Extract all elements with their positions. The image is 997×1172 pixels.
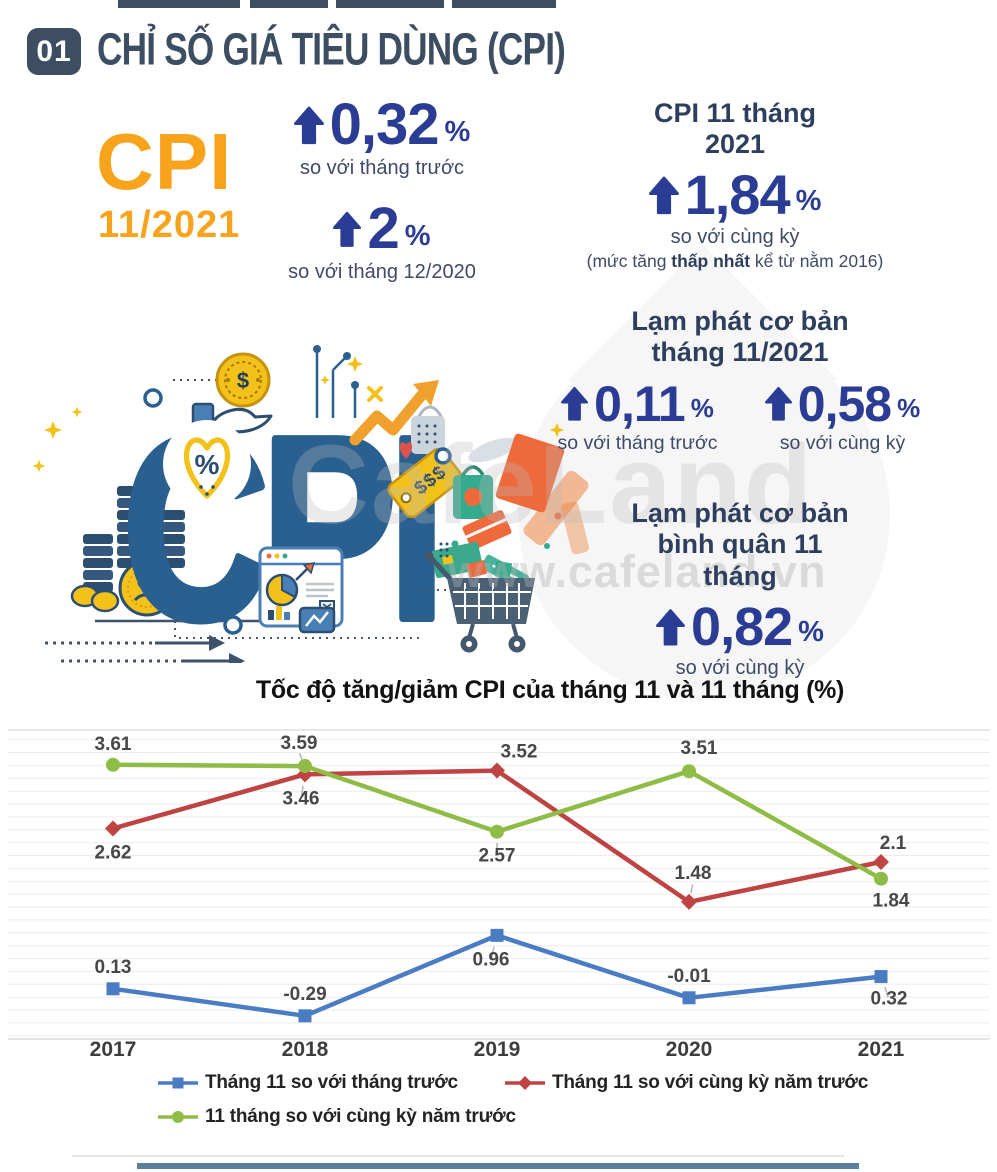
stat-cpi-11m-caption: so với cùng kỳ [670,225,800,248]
svg-text:2.62: 2.62 [95,843,132,864]
up-arrow-icon [648,176,679,214]
shopping-bag-icon [453,465,493,519]
growth-arrow-icon [349,380,439,446]
stat-core-month-mom-caption: so với tháng trước [557,431,718,454]
section-title: CHỈ SỐ GIÁ TIÊU DÙNG (CPI) [97,24,566,75]
section-divider-bar [137,1163,859,1169]
price-tag-icon: $$$ [387,447,463,519]
cpi-period: 11/2021 [98,204,241,246]
stat-vs-dec-value: 2 [367,196,399,261]
up-arrow-icon [656,609,686,646]
svg-text:2019: 2019 [474,1038,521,1061]
legend-item-yoy-11m: 11 tháng so với cùng kỳ năm trước [158,1106,516,1128]
chart-title: Tốc độ tăng/giảm CPI của tháng 11 và 11 … [255,676,845,704]
stat-core-month-heading: Lạm phát cơ bản tháng 11/2021 [631,306,849,368]
stat-mom: 0,32 % so với tháng trước [262,96,502,180]
stat-cpi-11m: CPI 11 tháng 2021 1,84 % so với cùng kỳ … [555,98,915,272]
coin-stack-icon [70,486,185,617]
legend-item-mom: Tháng 11 so với tháng trước [158,1072,458,1094]
watermark-url: www.cafeland.vn [448,546,827,597]
stat-core-month-yoy-caption: so với cùng kỳ [779,431,906,454]
svg-text:3.59: 3.59 [281,733,318,754]
svg-text:2.1: 2.1 [880,833,907,854]
stat-cpi-11m-note: (mức tăng thấp nhất kể từ nằm 2016) [586,250,884,271]
stat-core-month-yoy-unit: % [897,392,921,423]
legend-marker-square-icon [158,1076,198,1090]
svg-text:1.48: 1.48 [675,863,712,884]
shopping-cart-icon [424,551,535,653]
svg-text:3.52: 3.52 [501,742,538,763]
stat-vs-dec-unit: % [404,220,431,252]
gift-bag-icon [399,405,445,459]
svg-text:0.32: 0.32 [871,989,908,1010]
svg-text:2021: 2021 [858,1038,905,1061]
stat-core-month: Lạm phát cơ bản tháng 11/2021 0,11 % so … [535,306,945,455]
heart-percent-icon: % [163,420,251,508]
legend-label: Tháng 11 so với tháng trước [205,1072,458,1093]
stat-core-month-yoy: 0,58 % so với cùng kỳ [740,379,945,455]
watermark-logo-circle [518,328,890,700]
svg-text:2017: 2017 [90,1038,137,1061]
svg-text:-0.01: -0.01 [667,966,711,987]
cpi-line-chart: 0.13 -0.29 0.96 -0.01 0.32 2.62 3.46 3.52 1.48 2.… [8,729,990,1061]
svg-text:0.96: 0.96 [473,949,510,970]
legend-marker-diamond-icon [505,1076,545,1090]
stat-mom-caption: so với tháng trước [299,157,465,179]
stat-mom-value: 0,32 [329,92,440,157]
shopping-goods-icons [431,433,565,590]
legend-item-yoy-month: Tháng 11 so với cùng kỳ năm trước [505,1072,868,1094]
up-arrow-icon [561,387,589,421]
stat-core-avg-unit: % [798,615,824,648]
credit-card-icon [462,510,512,550]
stat-cpi-11m-value: 1,84 [684,162,791,226]
section-divider-light [72,1155,844,1157]
legend-label: Tháng 11 so với cùng kỳ năm trước [552,1072,869,1093]
up-arrow-icon [764,387,792,421]
stat-cpi-11m-unit: % [795,184,822,217]
stat-cpi-11m-heading: CPI 11 tháng 2021 [653,98,817,160]
legend-marker-circle-icon [158,1110,198,1124]
stat-core-month-mom-unit: % [690,392,714,423]
sparkle-icon [32,355,565,473]
stat-mom-unit: % [444,116,471,148]
stat-core-avg-caption: so với cùng kỳ [675,656,805,679]
svg-text:3.46: 3.46 [283,788,320,809]
svg-text:-0.29: -0.29 [283,984,326,1005]
stat-core-avg-heading: Lạm phát cơ bản bình quân 11 tháng [631,498,849,591]
up-arrow-icon [293,106,324,145]
svg-text:2018: 2018 [282,1038,329,1061]
dotted-connector [174,589,495,639]
svg-text:$: $ [237,368,249,393]
analytics-window-icon [258,546,344,634]
legend-label: 11 tháng so với cùng kỳ năm trước [205,1106,516,1127]
watermark-brand: CafeLand [288,422,815,547]
svg-text:0.13: 0.13 [95,957,132,978]
cpi-illustration: $ CPI % [32,345,565,663]
stat-core-avg: Lạm phát cơ bản bình quân 11 tháng 0,82 … [535,498,945,680]
stat-core-month-mom: 0,11 % so với tháng trước [535,379,740,455]
svg-text:%: % [195,449,220,480]
stat-core-month-mom-value: 0,11 [594,375,686,432]
svg-text:2.57: 2.57 [479,846,516,867]
stat-vs-dec-caption: so với tháng 12/2020 [288,261,476,283]
circuit-icon [313,345,359,418]
cpi-label: CPI [96,117,233,206]
stat-core-month-yoy-value: 0,58 [797,375,892,432]
section-number-badge: 01 [27,28,81,75]
stat-vs-dec: 2 % so với tháng 12/2020 [262,200,502,284]
svg-text:2020: 2020 [666,1038,713,1061]
svg-text:3.51: 3.51 [681,738,718,759]
decor-circles [143,388,452,635]
svg-text:1.84: 1.84 [873,891,910,912]
stat-core-avg-value: 0,82 [691,596,793,657]
svg-text:3.61: 3.61 [95,734,132,755]
up-arrow-icon [333,211,362,247]
